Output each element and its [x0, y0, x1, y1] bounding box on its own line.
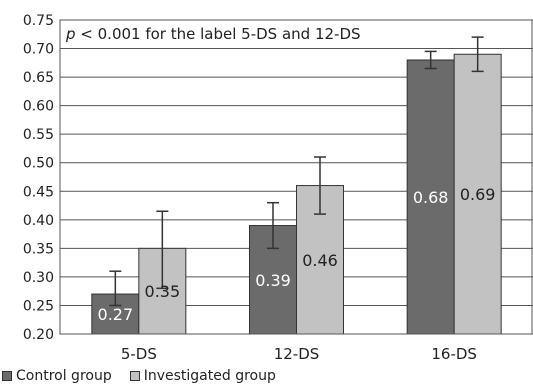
y-tick-label: 0.35: [23, 241, 54, 257]
legend-item-investigated: Investigated group: [129, 368, 276, 384]
legend-swatch-investigated: [129, 371, 140, 381]
y-tick-label: 0.75: [23, 13, 54, 29]
error-bars: [109, 36, 484, 307]
y-tick-label: 0.45: [23, 184, 54, 200]
legend-label-investigated: Investigated group: [143, 368, 276, 384]
x-axis-categories: 5-DS 12-DS 16-DS: [121, 345, 477, 363]
x-category-label: 12-DS: [274, 345, 320, 363]
legend: Control group Investigated group: [2, 366, 294, 386]
y-tick-label: 0.50: [23, 156, 54, 172]
y-axis-ticks: 0.20 0.25 0.30 0.35 0.40 0.45 0.50 0.55 0.60 0.65…: [23, 13, 54, 343]
plot-frame: [59, 19, 533, 335]
y-tick-label: 0.70: [23, 42, 54, 58]
value-label: 0.39: [255, 271, 291, 290]
value-label: 0.69: [460, 185, 496, 204]
x-category-label: 5-DS: [121, 345, 157, 363]
value-label: 0.27: [98, 305, 134, 324]
y-tick-label: 0.30: [23, 270, 54, 286]
p-italic: p: [65, 25, 76, 43]
y-tick-label: 0.65: [23, 70, 54, 86]
p-text: < 0.001 for the label 5-DS and 12-DS: [76, 25, 361, 43]
y-tick-label: 0.60: [23, 99, 54, 115]
p-value-annotation: p < 0.001 for the label 5-DS and 12-DS: [65, 25, 361, 43]
y-tick-label: 0.25: [23, 298, 54, 314]
value-labels: 0.27 0.35 0.39 0.46 0.68 0.69: [98, 185, 496, 324]
y-tick-label: 0.40: [23, 213, 54, 229]
value-label: 0.35: [145, 282, 181, 301]
value-label: 0.46: [302, 251, 338, 270]
y-tick-label: 0.55: [23, 127, 54, 143]
legend-label-control: Control group: [16, 368, 112, 384]
legend-swatch-control: [2, 371, 12, 381]
value-label: 0.68: [413, 188, 449, 207]
legend-item-control: Control group: [2, 368, 112, 384]
x-category-label: 16-DS: [431, 345, 477, 363]
y-tick-label: 0.20: [23, 327, 54, 343]
